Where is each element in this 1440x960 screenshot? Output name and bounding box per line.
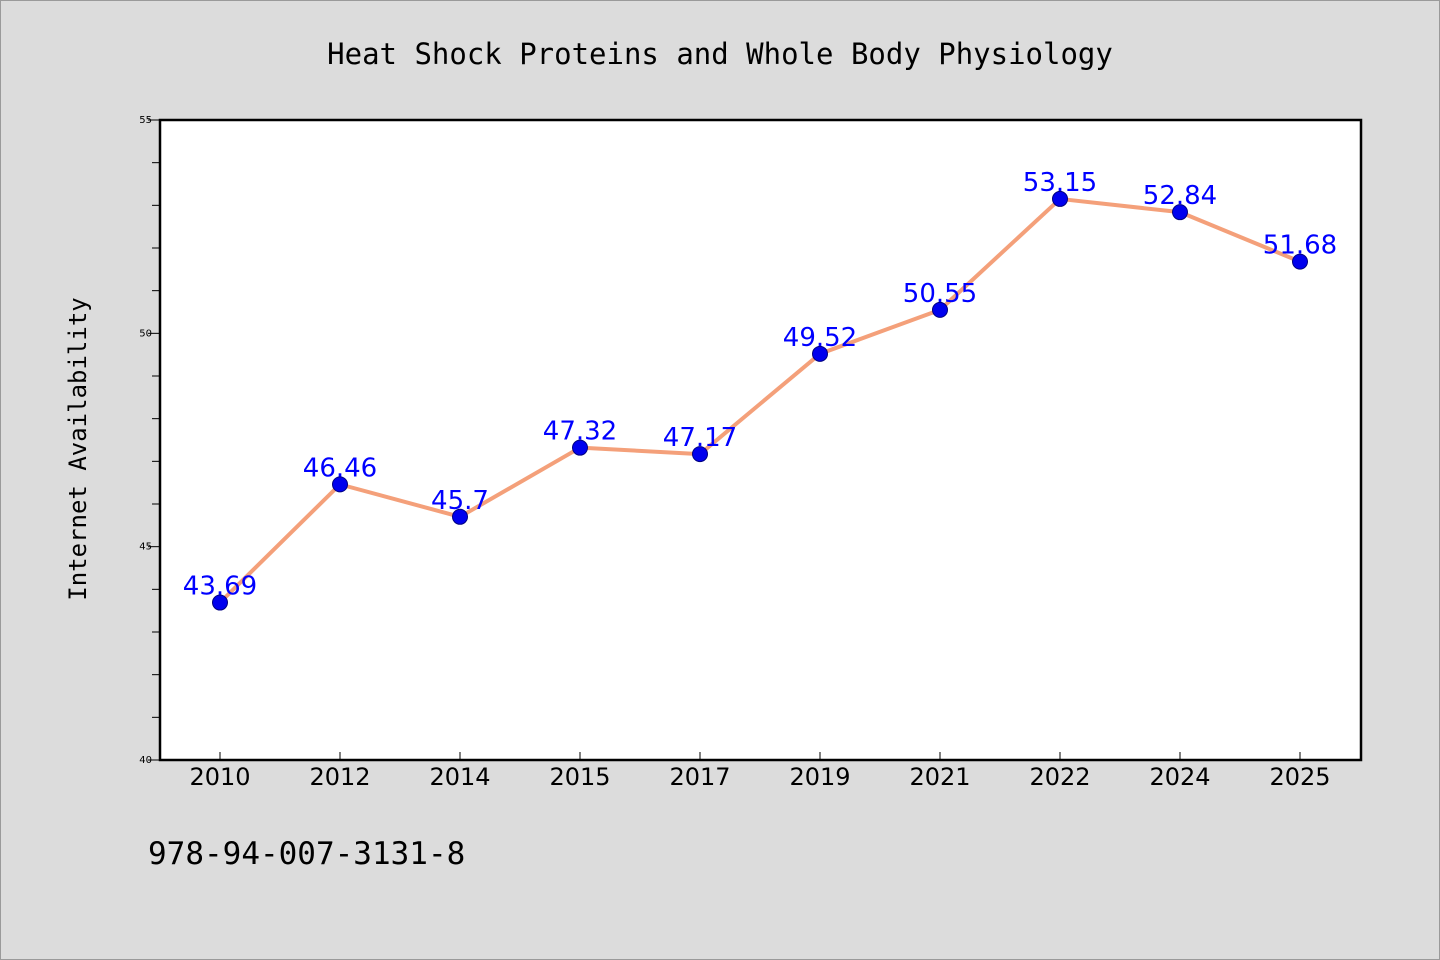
plot-area [158, 118, 1363, 762]
data-point [572, 439, 588, 456]
x-tick-label: 2022 [1029, 763, 1090, 791]
x-tick-label: 2010 [189, 763, 250, 791]
data-label: 53.15 [1023, 168, 1097, 198]
chart-title: Heat Shock Proteins and Whole Body Physi… [327, 37, 1113, 71]
x-tick-label: 2019 [789, 763, 850, 791]
data-point [212, 594, 228, 611]
x-tick-label: 2012 [309, 763, 370, 791]
data-label: 51.68 [1263, 231, 1337, 261]
x-tick-label: 2025 [1269, 763, 1330, 791]
data-point [452, 508, 468, 525]
series-group: 43.69 46.46 45.7 47.32 47.17 49.52 50.55 53.15 5… [183, 168, 1337, 611]
data-point [1172, 204, 1188, 221]
y-tick-label: 55 [139, 115, 152, 126]
isbn-code: 978-94-007-3131-8 [148, 836, 465, 872]
data-label: 49.52 [783, 323, 857, 353]
y-axis: 40 45 50 55 [139, 115, 160, 766]
data-point [1292, 253, 1308, 270]
x-tick-label: 2014 [429, 763, 490, 791]
data-point [692, 446, 708, 463]
y-tick-label: 40 [139, 755, 152, 766]
x-axis: 2010 2012 2014 2015 2017 2019 2021 2022 2024 2025 [189, 752, 1331, 791]
data-label: 45.7 [431, 486, 489, 516]
data-point [332, 476, 348, 493]
data-point [1052, 190, 1068, 207]
x-tick-label: 2017 [669, 763, 730, 791]
x-tick-label: 2024 [1149, 763, 1210, 791]
data-label: 52.84 [1143, 181, 1217, 211]
data-label: 47.32 [543, 417, 617, 447]
data-label: 46.46 [303, 453, 377, 483]
y-tick-label: 50 [139, 328, 152, 339]
data-label: 43.69 [183, 572, 257, 602]
x-tick-label: 2015 [549, 763, 610, 791]
data-label: 47.17 [663, 423, 737, 453]
data-label: 50.55 [903, 279, 977, 309]
series-line [218, 196, 1302, 605]
data-point [932, 301, 948, 318]
y-axis-label: Internet Availability [64, 297, 92, 600]
data-point [812, 345, 828, 362]
y-tick-label: 45 [139, 542, 152, 553]
x-tick-label: 2021 [909, 763, 970, 791]
